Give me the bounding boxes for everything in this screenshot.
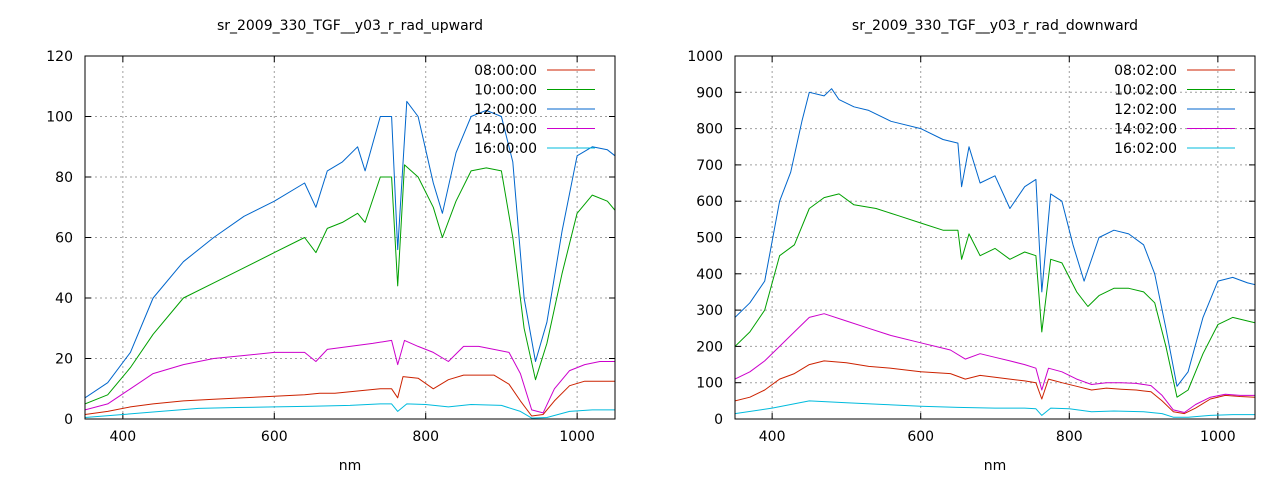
y-tick-label: 200 [696, 339, 723, 355]
series-line-100200 [735, 193, 1255, 398]
x-tick-label: 1000 [1200, 429, 1236, 445]
y-tick-label: 1000 [687, 49, 723, 65]
x-tick-label: 800 [1056, 429, 1083, 445]
y-tick-label: 900 [696, 85, 723, 101]
plot-frame [84, 55, 616, 420]
x-axis-label: nm [984, 458, 1007, 474]
x-tick-label: 600 [261, 429, 288, 445]
series-line-140200 [735, 313, 1255, 413]
legend-label: 14:00:00 [474, 122, 537, 138]
y-tick-label: 300 [696, 303, 723, 319]
legend-label: 14:02:00 [1114, 122, 1177, 138]
y-tick-label: 600 [696, 194, 723, 210]
series-line-120000 [85, 100, 615, 399]
legend-label: 08:00:00 [474, 63, 537, 79]
x-tick-label: 400 [759, 429, 786, 445]
x-tick-label: 400 [109, 429, 136, 445]
legend-label: 16:00:00 [474, 141, 537, 157]
legend-label: 12:00:00 [474, 102, 537, 118]
legend-label: 16:02:00 [1114, 141, 1177, 157]
y-tick-label: 0 [714, 412, 723, 428]
series-line-160000 [85, 403, 615, 419]
x-tick-label: 1000 [559, 429, 595, 445]
y-tick-label: 700 [696, 158, 723, 174]
series-line-080200 [735, 360, 1255, 415]
y-tick-label: 20 [55, 352, 73, 368]
series-line-160200 [735, 400, 1255, 418]
x-axis-label: nm [339, 458, 362, 474]
y-tick-label: 40 [55, 291, 73, 307]
series-line-120200 [735, 88, 1255, 387]
legend-label: 08:02:00 [1114, 63, 1177, 79]
y-tick-label: 60 [55, 231, 73, 247]
y-tick-label: 80 [55, 170, 73, 186]
x-tick-label: 800 [412, 429, 439, 445]
series-line-080000 [85, 374, 615, 417]
series-line-100000 [85, 164, 615, 405]
y-tick-label: 100 [46, 110, 73, 126]
legend-label: 12:02:00 [1114, 102, 1177, 118]
chart-downward: sr_2009_330_TGF__y03_r_rad_downward 400 60… [687, 18, 1256, 474]
y-tick-label: 400 [696, 267, 723, 283]
series-line-140000 [85, 339, 615, 414]
y-tick-label: 0 [64, 412, 73, 428]
y-tick-label: 100 [696, 376, 723, 392]
chart-title: sr_2009_330_TGF__y03_r_rad_downward [852, 18, 1138, 34]
chart-title: sr_2009_330_TGF__y03_r_rad_upward [217, 18, 483, 34]
y-tick-label: 500 [696, 231, 723, 247]
plot-frame [734, 55, 1256, 420]
y-tick-label: 800 [696, 122, 723, 138]
legend-label: 10:02:00 [1114, 83, 1177, 99]
y-tick-label: 120 [46, 49, 73, 65]
x-tick-label: 600 [907, 429, 934, 445]
legend-label: 10:00:00 [474, 83, 537, 99]
